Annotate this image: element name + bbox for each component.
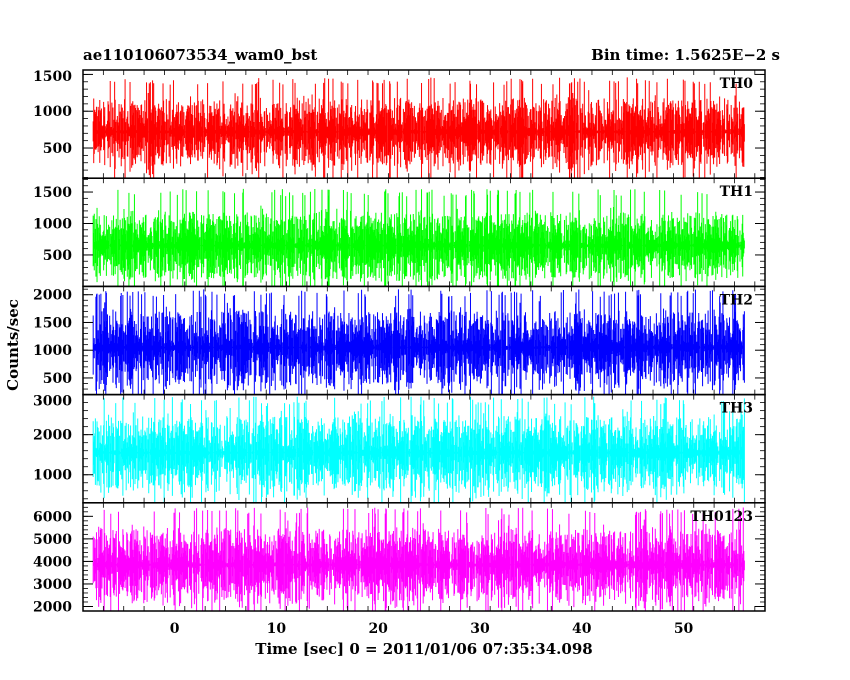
panel-name-label: TH1 [720,184,753,200]
x-tick-label: 50 [674,621,694,637]
series-th0 [92,77,745,179]
x-tick-labels: 0 10 20 30 40 50 [170,621,694,637]
panel-th0: 500 1000 1500 TH0 [33,69,766,179]
y-tick-label: 6000 [33,509,72,525]
panel-name-label: TH2 [720,292,753,308]
panel-th2: 500 1000 1500 2000 TH2 [33,285,766,396]
series-th1 [92,188,745,287]
y-tick-label: 5000 [33,532,72,548]
x-tick-label: 40 [572,621,592,637]
y-tick-label: 4000 [33,554,72,570]
series-th2 [92,289,745,395]
panels: 500 1000 1500 TH0 500 1000 1500 TH1 500 1000 1500 2… [33,69,766,615]
y-tick-label: 1000 [33,216,72,232]
y-tick-label: 500 [43,141,72,157]
y-tick-label: 2000 [33,599,72,615]
series-th0123 [92,507,745,611]
y-tick-label: 1500 [33,185,72,201]
header-right-title: Bin time: 1.5625E−2 s [591,46,780,64]
y-tick-label: 2000 [33,288,72,304]
y-tick-label: 3000 [33,394,72,410]
y-tick-label: 1500 [33,69,72,85]
series-th3 [92,396,745,503]
header-left-title: ae110106073534_wam0_bst [83,46,317,64]
y-tick-label: 2000 [33,428,72,444]
y-tick-label: 1000 [33,343,72,359]
y-tick-label: 1000 [33,104,72,120]
y-tick-label: 1500 [33,315,72,331]
x-tick-label: 30 [470,621,490,637]
panel-th1: 500 1000 1500 TH1 [33,177,766,288]
x-axis-label: Time [sec] 0 = 2011/01/06 07:35:34.098 [255,640,592,658]
y-tick-label: 1000 [33,468,72,484]
panel-name-label: TH0 [720,76,754,92]
x-tick-label: 20 [368,621,388,637]
y-axis-label: Counts/sec [4,299,22,391]
y-tick-label: 3000 [33,577,72,593]
y-tick-label: 500 [43,248,72,264]
y-tick-label: 500 [43,371,72,387]
panel-th3: 1000 2000 3000 TH3 [33,394,766,504]
x-tick-label: 10 [267,621,287,637]
x-tick-label: 0 [170,621,180,637]
panel-th0123: 2000 3000 4000 5000 6000 TH0123 [33,502,766,615]
panel-name-label: TH3 [720,401,753,417]
panel-name-label: TH0123 [690,509,753,525]
